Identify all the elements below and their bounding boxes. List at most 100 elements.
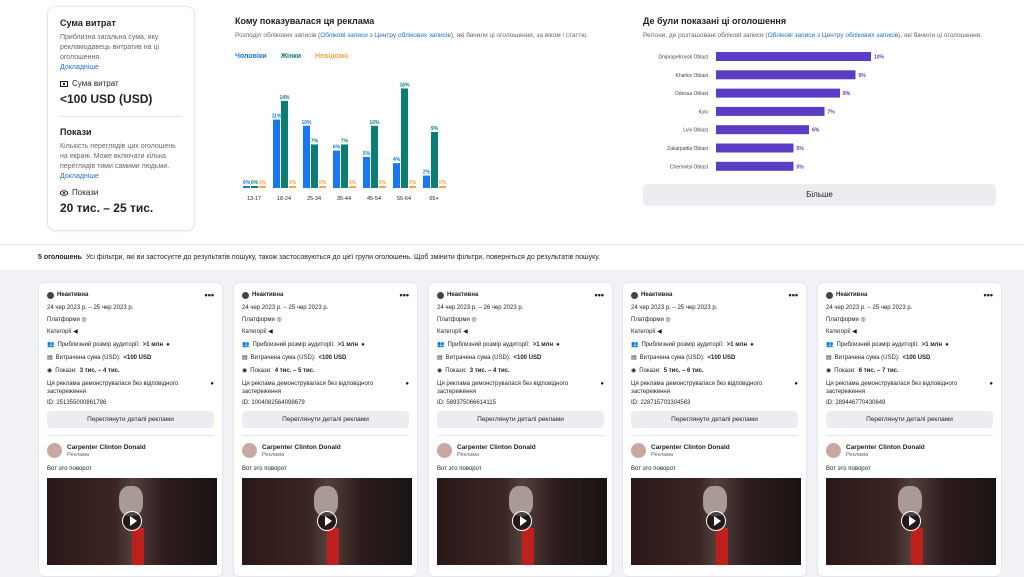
ad-categories-label: Категорії [826,329,851,335]
advertiser-name[interactable]: Carpenter Clinton Donald [262,443,341,451]
bar-13-17-2[interactable] [259,186,266,188]
info-icon[interactable]: ● [600,381,604,387]
advertiser-name[interactable]: Carpenter Clinton Donald [651,443,730,451]
megaphone-icon: ◀ [657,329,662,335]
ad-text: Вот это поворот [47,466,92,472]
ad-video[interactable] [437,478,607,565]
region-bar[interactable] [716,106,825,116]
play-icon[interactable] [706,511,726,531]
info-icon[interactable]: ● [750,341,754,348]
more-options-icon[interactable]: ••• [788,290,798,300]
ad-spend-value: <100 USD [318,354,347,361]
info-icon[interactable]: ● [556,341,560,348]
bar-35-44-2[interactable] [349,186,356,188]
info-icon[interactable]: ● [210,381,214,387]
spend-learn-more-link[interactable]: Докладніше [60,64,99,71]
bar-13-17-0[interactable] [243,186,250,188]
view-ad-details-button[interactable]: Переглянути деталі реклами [47,411,214,428]
region-bar[interactable] [716,70,856,80]
bar-35-44-1[interactable] [341,144,348,188]
bar-45-54-1[interactable] [371,125,378,188]
region-bar[interactable] [716,143,794,153]
regions-accounts-center-link[interactable]: Облікові записи з Центру облікових запис… [767,32,899,39]
ads-grid: Неактивна ••• 24 чер 2023 р. – 25 чер 20… [0,270,1024,577]
advertiser-name[interactable]: Carpenter Clinton Donald [457,443,536,451]
advertiser-name[interactable]: Carpenter Clinton Donald [67,443,146,451]
bar-25-34-2[interactable] [319,186,326,188]
bar-55-64-0[interactable] [393,163,400,188]
advertiser-name[interactable]: Carpenter Clinton Donald [846,443,925,451]
bar-65+-2[interactable] [439,186,446,188]
megaphone-icon: ◀ [463,329,468,335]
ad-spend-row: ▤ Витрачена сума (USD): <100 USD [242,354,409,362]
avatar[interactable] [437,443,452,458]
money-icon: ▤ [47,355,53,361]
region-bar[interactable] [716,125,809,135]
info-icon[interactable]: ● [989,381,993,387]
impressions-learn-more-link[interactable]: Докладніше [60,173,99,180]
play-icon[interactable] [901,511,921,531]
region-bar[interactable] [716,52,871,61]
ad-spend-label: Витрачена сума (USD): [445,354,511,361]
view-ad-details-button[interactable]: Переглянути деталі реклами [242,411,409,428]
bar-25-34-0[interactable] [303,125,310,188]
bar-25-34-1[interactable] [311,144,318,188]
bar-65+-0[interactable] [423,175,430,188]
ad-spend-label: Витрачена сума (USD): [55,354,121,361]
ad-audience-label: Приблизний розмір аудиторії: [447,341,530,348]
ad-text: Вот это поворот [826,466,871,472]
ad-categories: Категорії ◀ [437,328,604,335]
video-thumbnail-accent [911,528,923,565]
ad-video[interactable] [631,478,801,565]
bar-65+-1[interactable] [431,132,438,188]
play-icon[interactable] [122,511,142,531]
info-icon[interactable]: ● [166,341,170,348]
view-ad-details-button[interactable]: Переглянути деталі реклами [826,411,993,428]
bar-45-54-0[interactable] [363,156,370,188]
bar-55-64-1[interactable] [401,88,408,188]
view-ad-details-button[interactable]: Переглянути деталі реклами [631,411,798,428]
ad-categories: Категорії ◀ [242,328,409,335]
ad-video[interactable] [47,478,217,565]
info-icon[interactable]: ● [794,381,798,387]
more-options-icon[interactable]: ••• [399,290,409,300]
regions-section: Де були показані ці оголошення Регіони, … [643,16,1003,39]
ad-card: Неактивна ••• 24 чер 2023 р. – 25 чер 20… [622,282,807,577]
bar-18-24-2[interactable] [289,186,296,188]
bar-55-64-2[interactable] [409,186,416,188]
region-bar[interactable] [716,161,794,171]
info-icon[interactable]: ● [405,381,409,387]
avatar[interactable] [631,443,646,458]
region-label: Kharkiv Oblast [675,73,708,79]
more-options-icon[interactable]: ••• [204,290,214,300]
impressions-label-row: Покази [60,188,182,197]
more-options-icon[interactable]: ••• [594,290,604,300]
avatar[interactable] [242,443,257,458]
ad-spend-row: ▤ Витрачена сума (USD): <100 USD [631,354,798,362]
play-icon[interactable] [512,511,532,531]
ad-video[interactable] [826,478,996,565]
bar-18-24-0[interactable] [273,119,280,188]
instagram-icon: ◎ [471,317,477,323]
region-value-label: 5% [797,146,805,152]
ad-video[interactable] [242,478,412,565]
more-options-icon[interactable]: ••• [983,290,993,300]
ad-platforms: Платформи ◎ [47,316,214,323]
bar-45-54-2[interactable] [379,186,386,188]
bar-13-17-1[interactable] [251,186,258,188]
results-summary: 5 оголошень Усі фільтри, які ви застосуєт… [38,254,600,261]
instagram-icon: ◎ [276,317,282,323]
region-bar[interactable] [716,88,840,98]
info-icon[interactable]: ● [945,341,949,348]
avatar[interactable] [47,443,62,458]
view-ad-details-button[interactable]: Переглянути деталі реклами [437,411,604,428]
avatar[interactable] [826,443,841,458]
more-regions-button[interactable]: Більше [643,184,996,206]
accounts-center-link[interactable]: Облікові записи з Центру облікових запис… [320,32,451,39]
ad-impressions-value: 6 тис. – 7 тис. [858,367,899,374]
bar-value-label: 5% [363,151,371,157]
bar-18-24-1[interactable] [281,100,288,188]
info-icon[interactable]: ● [361,341,365,348]
bar-35-44-0[interactable] [333,150,340,188]
play-icon[interactable] [317,511,337,531]
